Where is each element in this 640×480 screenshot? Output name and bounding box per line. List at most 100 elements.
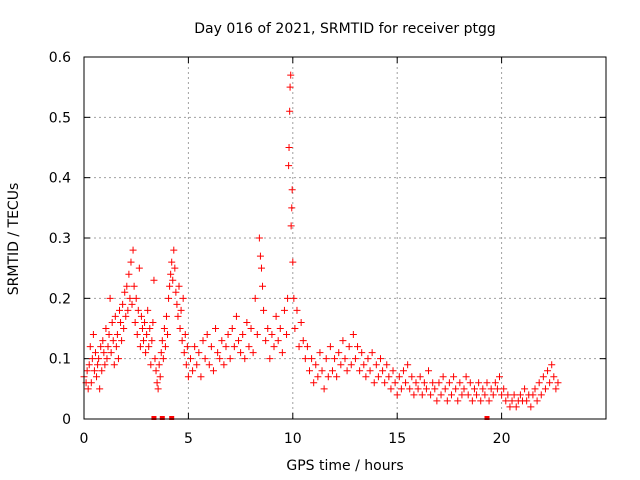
data-point [312, 361, 320, 369]
data-point [445, 379, 453, 387]
data-point [126, 294, 134, 302]
data-point [354, 343, 362, 351]
data-point [241, 355, 249, 363]
data-point [162, 312, 170, 320]
data-point [339, 337, 347, 345]
data-point [119, 300, 127, 308]
data-point [351, 355, 359, 363]
data-point [189, 367, 197, 375]
data-point [83, 367, 91, 375]
data-point [450, 373, 458, 381]
data-point [156, 373, 164, 381]
data-point [147, 361, 155, 369]
data-point [237, 349, 245, 357]
data-point [170, 246, 178, 254]
data-point [418, 391, 426, 399]
data-point [387, 385, 395, 393]
data-point [395, 373, 403, 381]
data-point [544, 367, 552, 375]
data-point [118, 337, 126, 345]
data-points [80, 71, 562, 420]
data-point [406, 385, 414, 393]
data-point [90, 367, 98, 375]
data-point [146, 325, 154, 332]
data-point [541, 385, 549, 393]
data-point [243, 318, 251, 326]
data-point [94, 361, 102, 369]
y-tick-label: 0.3 [49, 231, 71, 247]
data-point [331, 355, 339, 363]
data-point [158, 337, 166, 345]
data-point [259, 282, 267, 290]
data-point [391, 379, 399, 387]
data-point [214, 349, 222, 357]
data-point [291, 325, 299, 332]
data-point [154, 385, 162, 393]
data-point [310, 379, 318, 387]
data-point [470, 385, 478, 393]
data-point [374, 373, 382, 381]
data-point [454, 397, 462, 405]
zero-marker [151, 416, 157, 420]
x-tick-label: 20 [493, 431, 511, 447]
data-point [89, 331, 97, 339]
x-tick-label: 0 [80, 431, 89, 447]
y-tick-label: 0.6 [49, 50, 71, 66]
data-point [228, 325, 236, 332]
data-point [268, 331, 276, 339]
data-point [285, 144, 293, 151]
data-point [508, 397, 516, 405]
data-point [506, 403, 514, 411]
data-point [356, 367, 364, 375]
data-point [516, 391, 524, 399]
data-point [539, 373, 547, 381]
data-point [345, 343, 353, 351]
data-point [272, 312, 280, 320]
data-point [129, 246, 137, 254]
data-point [255, 234, 263, 242]
data-point [456, 379, 464, 387]
data-point [441, 385, 449, 393]
data-point [303, 343, 311, 351]
data-point [287, 71, 295, 79]
data-point [297, 318, 305, 326]
data-point [376, 355, 384, 363]
data-point [439, 373, 447, 381]
data-point [138, 325, 146, 332]
data-point [197, 373, 205, 381]
data-point [475, 379, 483, 387]
data-point [447, 391, 455, 399]
data-point [337, 361, 345, 369]
data-point [135, 264, 143, 272]
data-point [203, 331, 211, 339]
data-point [193, 361, 201, 369]
data-point [372, 361, 380, 369]
data-point [124, 306, 132, 314]
data-point [270, 343, 278, 351]
data-point [299, 337, 307, 345]
data-point [502, 397, 510, 405]
data-point [554, 379, 562, 387]
data-point [537, 391, 545, 399]
data-point [287, 222, 295, 230]
data-point [132, 294, 140, 302]
data-point [341, 355, 349, 363]
data-point [179, 294, 187, 302]
data-point [103, 355, 111, 363]
data-point [122, 312, 130, 320]
data-point [481, 391, 489, 399]
data-point [322, 355, 330, 363]
data-point [485, 397, 493, 405]
data-point [316, 349, 324, 357]
data-point [171, 264, 179, 272]
data-point [306, 367, 314, 375]
zero-marker [159, 416, 165, 420]
y-tick-label: 0.1 [49, 352, 71, 368]
y-tick-label: 0.5 [49, 110, 71, 126]
data-point [266, 355, 274, 363]
data-point [402, 379, 410, 387]
data-point [385, 373, 393, 381]
data-point [285, 162, 293, 170]
data-point [293, 306, 301, 314]
